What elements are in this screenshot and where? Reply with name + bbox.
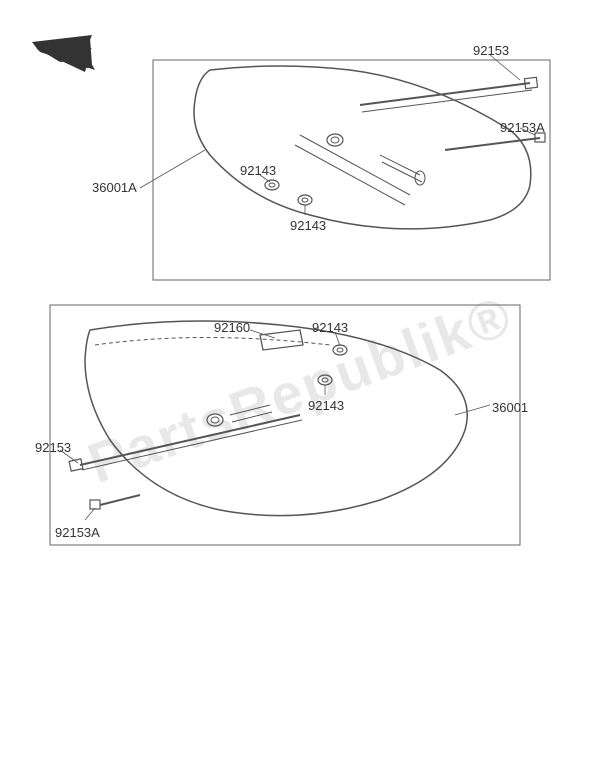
damper-pad <box>260 330 303 350</box>
bolt-top-short <box>445 133 545 150</box>
collar-top-2 <box>298 195 312 205</box>
bolt-top-long <box>360 77 538 112</box>
label-92153A-b: 92153A <box>55 525 100 540</box>
side-cover-bottom <box>85 321 467 516</box>
collar-bottom-1 <box>333 345 347 355</box>
bolt-bottom-short <box>90 495 140 509</box>
leader-36001 <box>455 405 490 415</box>
panel-top <box>153 60 550 280</box>
label-92153A-t: 92153A <box>500 120 545 135</box>
label-92160: 92160 <box>214 320 250 335</box>
diagram-svg <box>0 0 600 778</box>
leader-92153-t <box>490 55 520 80</box>
label-92143-b1: 92143 <box>312 320 348 335</box>
diagram-container: PartsRepublik® <box>0 0 600 778</box>
label-36001A: 36001A <box>92 180 137 195</box>
collar-top-1 <box>265 180 279 190</box>
label-92153-b: 92153 <box>35 440 71 455</box>
bolt-bottom-long <box>69 415 302 471</box>
leader-92153A-b <box>85 508 95 520</box>
label-36001: 36001 <box>492 400 528 415</box>
label-92143-t2: 92143 <box>290 218 326 233</box>
collar-bottom-2 <box>318 375 332 385</box>
leader-36001A <box>140 150 205 188</box>
label-92143-b2: 92143 <box>308 398 344 413</box>
label-92153-t: 92153 <box>473 43 509 58</box>
label-92143-t1: 92143 <box>240 163 276 178</box>
